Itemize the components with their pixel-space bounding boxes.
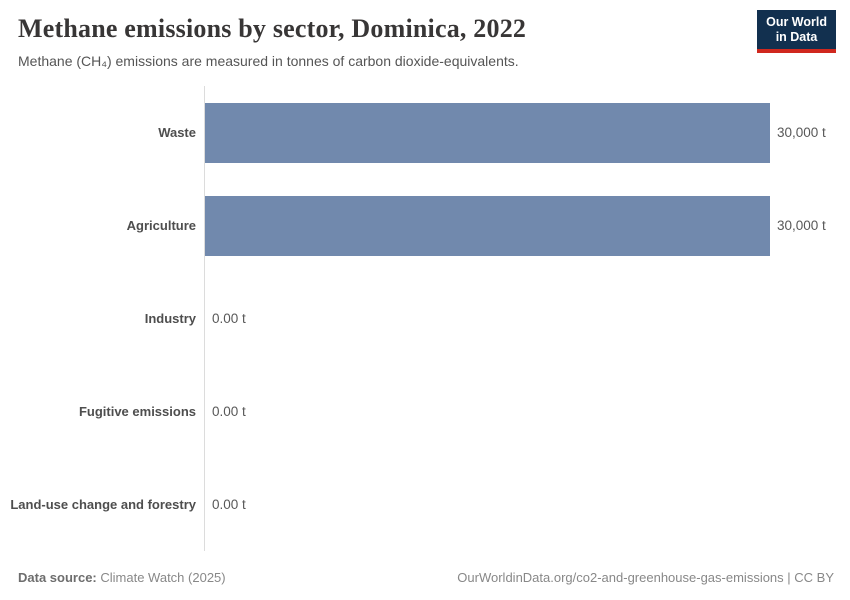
category-label: Agriculture: [126, 218, 196, 233]
bar-chart: Waste 30,000 t Agriculture 30,000 t Industry…: [0, 86, 850, 551]
bar-row: Land-use change and forestry 0.00 t: [0, 458, 850, 551]
plot-area: 30,000 t: [204, 86, 850, 179]
bar[interactable]: [205, 195, 770, 256]
bar-row: Fugitive emissions 0.00 t: [0, 365, 850, 458]
plot-area: 0.00 t: [204, 272, 850, 365]
plot-area: 0.00 t: [204, 458, 850, 551]
footer-link[interactable]: OurWorldinData.org/co2-and-greenhouse-ga…: [457, 570, 834, 585]
value-label: 0.00 t: [212, 311, 246, 326]
category-label: Waste: [158, 125, 196, 140]
owid-logo[interactable]: Our World in Data: [757, 10, 836, 53]
chart-footer: Data source: Climate Watch (2025) OurWor…: [18, 570, 834, 585]
chart-header: Methane emissions by sector, Dominica, 2…: [18, 14, 758, 69]
owid-logo-line2: in Data: [775, 30, 818, 44]
value-label: 30,000 t: [777, 218, 826, 233]
value-label: 0.00 t: [212, 404, 246, 419]
value-label: 30,000 t: [777, 125, 826, 140]
bar-row: Agriculture 30,000 t: [0, 179, 850, 272]
data-source-value: Climate Watch (2025): [100, 570, 226, 585]
value-label: 0.00 t: [212, 497, 246, 512]
data-source: Data source: Climate Watch (2025): [18, 570, 226, 585]
bar-row: Industry 0.00 t: [0, 272, 850, 365]
plot-area: 30,000 t: [204, 179, 850, 272]
bar-row: Waste 30,000 t: [0, 86, 850, 179]
category-label: Industry: [144, 311, 196, 326]
chart-title: Methane emissions by sector, Dominica, 2…: [18, 14, 527, 43]
data-source-label: Data source:: [18, 570, 97, 585]
owid-logo-line1: Our World: [766, 15, 827, 29]
bar[interactable]: [205, 102, 770, 163]
plot-area: 0.00 t: [204, 365, 850, 458]
category-label: Fugitive emissions: [78, 404, 196, 419]
chart-subtitle: Methane (CH₄) emissions are measured in …: [18, 53, 519, 69]
category-label: Land-use change and forestry: [10, 497, 196, 512]
